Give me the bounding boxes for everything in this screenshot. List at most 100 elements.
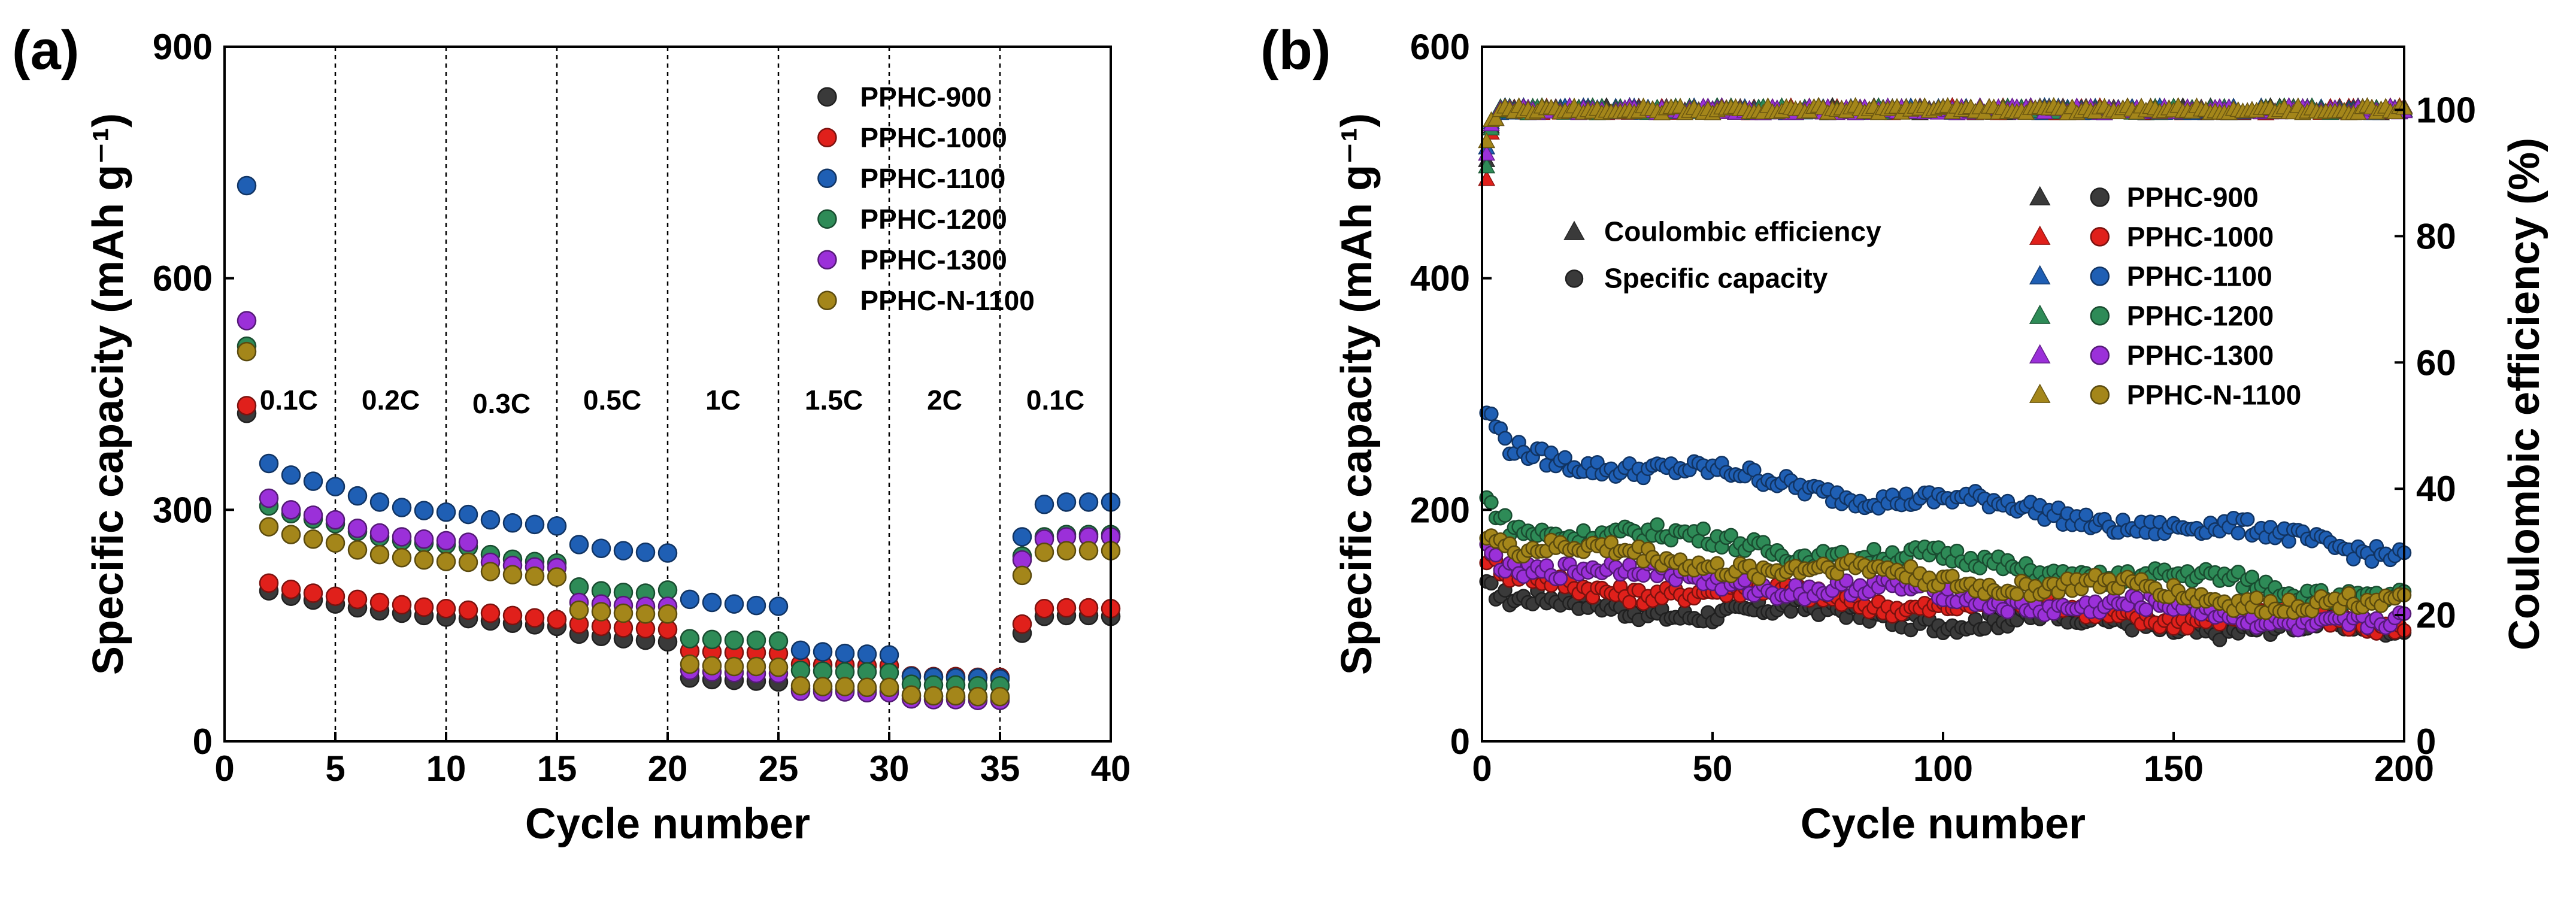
chart-a-point-pphc-n-1100-18 [613, 603, 634, 623]
chart-a-x-tick-label-20: 20 [648, 749, 688, 789]
chart-a-rate-label-5: 1.5C [805, 384, 863, 416]
chart-a-point-pphc-n-1100-27 [813, 677, 833, 696]
chart-a-x-tick-label-0: 0 [214, 749, 234, 789]
chart-a-point-pphc-1300-1 [237, 311, 257, 331]
chart-a-point-pphc-1100-20 [657, 543, 678, 563]
chart-b-y-tick-label-200: 200 [1410, 490, 1470, 530]
chart-a-legend-marker-pphc-1100 [817, 168, 837, 189]
chart-b-capacity-point-pphc-1300-144 [2138, 602, 2154, 617]
chart-a-point-pphc-1200-21 [680, 629, 700, 649]
chart-a-point-pphc-1300-7 [369, 523, 390, 543]
chart-a-point-pphc-1000-14 [525, 608, 545, 628]
chart-b-capacity-point-pphc-1300-17 [1553, 571, 1568, 586]
chart-a-point-pphc-1000-38 [1056, 598, 1077, 618]
chart-b-legend-triangle-pphc-1200 [2029, 304, 2051, 324]
chart-a-point-pphc-1100-1 [237, 175, 257, 196]
chart-b-y-tick-label-600: 600 [1410, 27, 1470, 67]
chart-b-x-tick-label-200: 200 [2374, 749, 2434, 789]
chart-a-point-pphc-n-1100-15 [547, 567, 567, 587]
chart-a-y-tick-label-900: 900 [153, 27, 213, 67]
chart-a-point-pphc-1000-10 [436, 599, 456, 619]
chart-b-x-axis-title: Cycle number [1801, 800, 2086, 848]
chart-a-point-pphc-n-1100-8 [392, 547, 412, 568]
chart-b-legend-triangle-pphc-1300 [2029, 344, 2051, 363]
chart-b-legend-label-pphc-1100: PPHC-1100 [2127, 260, 2272, 292]
chart-a-point-pphc-1100-21 [680, 589, 700, 610]
chart-a-point-pphc-1200-20 [657, 580, 678, 600]
chart-a-point-pphc-n-1100-37 [1034, 542, 1054, 562]
chart-a-point-pphc-n-1100-12 [480, 562, 501, 581]
chart-a-point-pphc-n-1100-10 [436, 552, 456, 571]
chart-a-legend-label-pphc-n-1100: PPHC-N-1100 [860, 285, 1034, 316]
chart-a-point-pphc-1300-10 [436, 531, 456, 551]
chart-a-point-pphc-1100-11 [458, 504, 478, 525]
chart-b-capacity-point-pphc-900-2 [1484, 575, 1499, 591]
chart-a-point-pphc-1100-7 [369, 492, 390, 512]
chart-b-y2-tick-label-0: 0 [2416, 722, 2436, 762]
chart-a-point-pphc-n-1100-9 [414, 550, 434, 570]
chart-b-capacity-point-pphc-1100-5 [1498, 431, 1513, 446]
chart-a-point-pphc-1000-1 [237, 396, 257, 416]
chart-b-legend-triangle-pphc-1000 [2029, 225, 2051, 245]
chart-a-point-pphc-1300-3 [281, 500, 301, 520]
chart-a-point-pphc-n-1100-23 [724, 656, 744, 677]
chart-a-point-pphc-n-1100-24 [746, 656, 766, 677]
chart-a-point-pphc-n-1100-36 [1012, 565, 1032, 586]
chart-a-point-pphc-n-1100-16 [569, 600, 589, 620]
chart-a-point-pphc-1100-36 [1012, 527, 1032, 547]
chart-a-point-pphc-1100-12 [480, 510, 501, 530]
chart-a-legend-marker-pphc-n-1100 [817, 290, 837, 311]
chart-b-x-tick-label-50: 50 [1693, 749, 1733, 789]
chart-a-point-pphc-n-1100-6 [347, 540, 368, 560]
chart-a-legend-marker-pphc-1000 [817, 128, 837, 148]
chart-a-rate-label-0: 0.1C [260, 384, 318, 416]
chart-a-point-pphc-1300-5 [325, 510, 346, 530]
chart-a-point-pphc-1100-2 [259, 453, 279, 474]
chart-b-marks [1478, 96, 2413, 647]
chart-b-capacity-point-pphc-900-160 [2212, 632, 2228, 647]
chart-a-point-pphc-n-1100-20 [657, 604, 678, 624]
chart-a-point-pphc-1100-29 [857, 644, 877, 664]
chart-a-point-pphc-1000-8 [392, 595, 412, 615]
chart-a-point-pphc-1100-17 [591, 538, 611, 559]
chart-b-capacity-point-pphc-1100-164 [2230, 526, 2246, 541]
chart-a-rate-label-4: 1C [705, 384, 741, 416]
chart-b-legend: Coulombic efficiency Specific capacity PPH… [1563, 181, 2301, 410]
chart-a-point-pphc-1100-15 [547, 516, 567, 536]
chart-b-capacity-point-pphc-1100-2 [1484, 406, 1499, 422]
chart-b-capacity-point-pphc-1200-2 [1484, 495, 1499, 510]
chart-a-point-pphc-1100-24 [746, 595, 766, 616]
chart-b-x-tick-label-100: 100 [1913, 749, 1973, 789]
chart-a-point-pphc-1300-8 [392, 527, 412, 547]
chart-a-x-axis-title: Cycle number [525, 800, 810, 848]
chart-a-point-pphc-1100-9 [414, 501, 434, 520]
chart-a-point-pphc-1000-4 [303, 583, 323, 603]
chart-a-rate-label-2: 0.3C [472, 388, 531, 419]
chart-b-y-tick-label-400: 400 [1410, 259, 1470, 299]
chart-b-x-tick-label-0: 0 [1472, 749, 1492, 789]
chart-a-point-pphc-1100-16 [569, 535, 589, 555]
chart-a-x-tick-label-30: 30 [869, 749, 910, 789]
chart-a-point-pphc-1100-28 [835, 643, 855, 664]
chart-a-y-tick-label-600: 600 [153, 259, 213, 299]
chart-a-point-pphc-1300-6 [347, 519, 368, 538]
chart-a-point-pphc-1200-24 [746, 630, 766, 650]
chart-a-point-pphc-n-1100-13 [502, 565, 523, 584]
chart-a-legend: PPHC-900 PPHC-1000 PPHC-1100 PPHC-1200 PPHC-… [817, 81, 1035, 316]
chart-a-rate-label-3: 0.5C [583, 384, 641, 416]
chart-a-legend-marker-pphc-900 [817, 87, 837, 107]
chart-a-x-tick-label-5: 5 [325, 749, 345, 789]
chart-b-capacity-point-pphc-1200-54 [1723, 528, 1739, 543]
chart-b-legend-label-pphc-900: PPHC-900 [2127, 181, 2259, 213]
chart-a-point-pphc-1300-9 [414, 529, 434, 549]
chart-a-marks: 0.1C 0.2C 0.3C 0.5C 1C 1.5C 2C 0.1C [237, 47, 1121, 741]
chart-a-axes: 0 5 10 15 20 25 30 35 40 0 300 600 900 [153, 27, 1131, 789]
chart-a-point-pphc-1000-39 [1078, 598, 1099, 618]
chart-a-point-pphc-1000-3 [281, 579, 301, 599]
chart-b-capacity-point-pphc-1100-18 [1557, 450, 1572, 465]
chart-a-point-pphc-1100-14 [525, 514, 545, 535]
chart-a: 0.1C 0.2C 0.3C 0.5C 1C 1.5C 2C 0.1C 0 5 10 15 20 25 3… [84, 27, 1131, 848]
chart-a-point-pphc-1000-11 [458, 600, 478, 620]
chart-b-legend-triangle-pphc-1100 [2029, 265, 2051, 284]
chart-a-point-pphc-1100-27 [813, 642, 833, 662]
